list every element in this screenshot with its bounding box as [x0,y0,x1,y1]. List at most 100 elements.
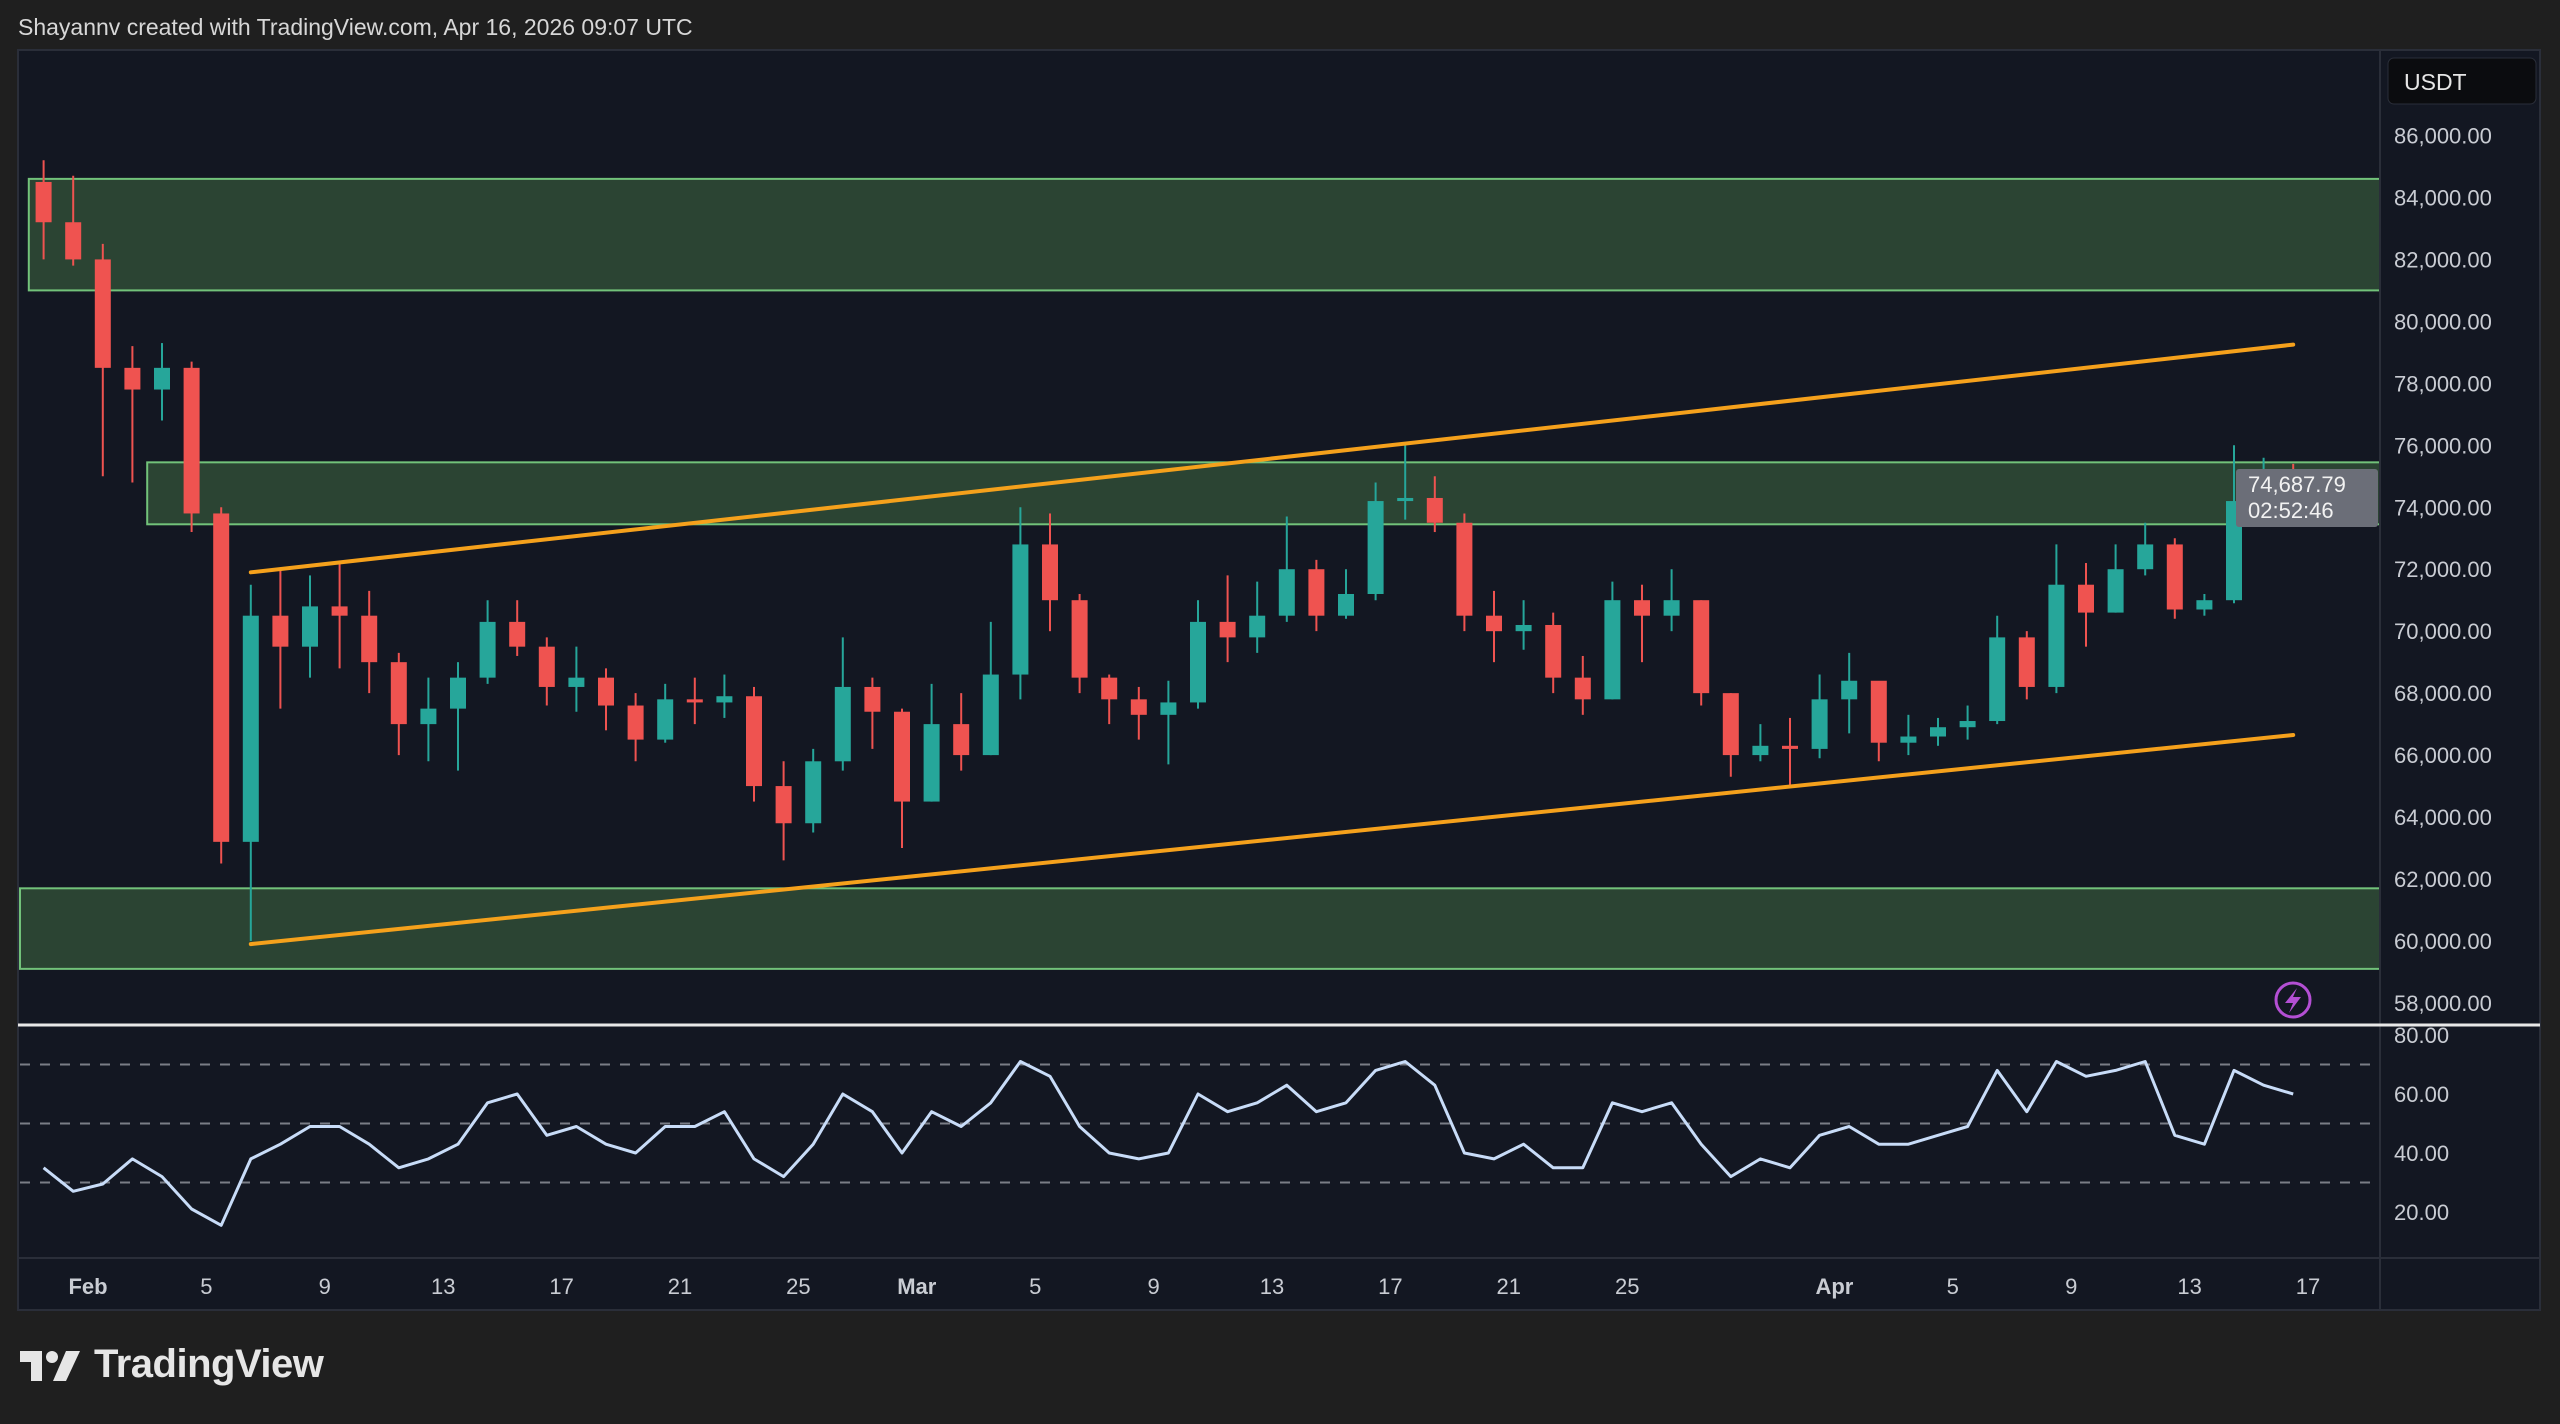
candle [1426,476,1443,533]
candle-body [1486,615,1502,632]
chart-credit: Shayannv created with TradingView.com, A… [18,14,693,40]
candle [1130,686,1147,740]
candle [1841,652,1858,734]
candle [2107,544,2124,613]
date-tick-label: 17 [549,1274,573,1299]
candle-body [1367,501,1384,595]
candle-body [2166,544,2183,610]
rsi-axis[interactable]: 20.00 40.00 60.00 80.00 [2394,1023,2449,1225]
candle [361,590,378,694]
candle [1367,482,1384,601]
candle [1604,581,1621,700]
candle-body [272,615,289,647]
rsi-pane [20,1060,2380,1227]
rsi-tick-label: 60.00 [2394,1082,2449,1107]
candle [420,677,437,762]
price-tick-label: 70,000.00 [2394,619,2492,644]
candle-body [834,686,851,762]
candle-body [94,259,111,368]
candle-body [450,677,466,709]
price-tick-label: 82,000.00 [2394,247,2492,272]
candle [834,637,851,771]
price-tick-label: 80,000.00 [2394,309,2492,334]
candle [2137,522,2154,576]
candle [1101,674,1118,725]
date-tick-label: 17 [2296,1274,2320,1299]
candle [65,175,82,266]
price-tick-label: 66,000.00 [2394,743,2492,768]
candle [864,677,881,749]
support-resistance-zone [27,177,2381,292]
rsi-tick-label: 80.00 [2394,1023,2449,1048]
candle [1308,559,1325,632]
price-tick-label: 60,000.00 [2394,929,2492,954]
candle [1574,655,1591,715]
candle [538,637,555,706]
candle [1486,590,1502,663]
tradingview-logo[interactable]: TradingView [20,1342,324,1387]
candle [686,677,703,725]
candle-body [2137,544,2154,570]
candle-body [2196,600,2213,610]
candle [272,569,289,709]
candle [1930,717,1946,746]
candle-body [2048,584,2065,687]
candle [982,621,999,756]
candle [746,686,762,802]
candle [450,662,466,771]
candle-body [124,367,141,390]
tradingview-logo-text: TradingView [94,1342,324,1386]
candle [1752,724,1769,762]
candle-body [1338,594,1354,616]
price-tick-label: 76,000.00 [2394,433,2492,458]
candle [805,748,822,833]
candle-body [657,699,674,740]
candle-body [1930,727,1946,737]
candle-body [538,646,555,687]
time-axis[interactable]: Feb 5 9 13 17 21 25 Mar 5 9 13 17 21 25 Apr 5 9 13 17 [68,1274,2320,1299]
date-tick-label: 9 [2065,1274,2077,1299]
candle-body [716,696,733,703]
candle-body [1160,702,1177,715]
lightning-bolt-icon[interactable] [2274,981,2312,1019]
price-tick-label: 62,000.00 [2394,867,2492,892]
rsi-tick-label: 20.00 [2394,1200,2449,1225]
candle [94,243,111,477]
candle-body [1190,621,1206,703]
candle-body [1426,497,1443,523]
candle [1397,442,1414,520]
candle [1219,575,1236,663]
candle [953,693,970,771]
support-resistance-zone [19,887,2381,970]
candle-body [1219,621,1236,638]
candle-body [568,677,585,687]
candle-body [361,615,378,663]
candle [1900,714,1917,756]
candle-body [1989,637,2006,722]
candle-body [35,181,52,223]
price-axis[interactable]: 58,000.00 60,000.00 62,000.00 64,000.00 66,0… [2394,124,2492,1016]
candle [2018,631,2035,700]
candle-body [1900,736,1917,743]
date-tick-label: 21 [668,1274,692,1299]
candle [183,361,200,533]
candle [331,563,348,669]
candle-body [1249,615,1266,638]
currency-label: USDT [2404,69,2467,95]
currency-button[interactable]: USDT [2387,57,2537,105]
candle-body [1959,721,1976,728]
price-tick-label: 86,000.00 [2394,124,2492,149]
candle [894,708,910,849]
candle [1515,600,1532,650]
last-price-label: 74,687.79 02:52:46 [2236,468,2378,527]
trendline [248,732,2296,947]
candle-body [1841,680,1858,700]
candle-body [775,786,792,824]
date-tick-label: 25 [1615,1274,1639,1299]
candle [1693,600,1710,706]
candle [598,668,614,731]
candle-body [864,686,881,712]
candle [154,343,170,421]
candle-body [2107,569,2124,613]
